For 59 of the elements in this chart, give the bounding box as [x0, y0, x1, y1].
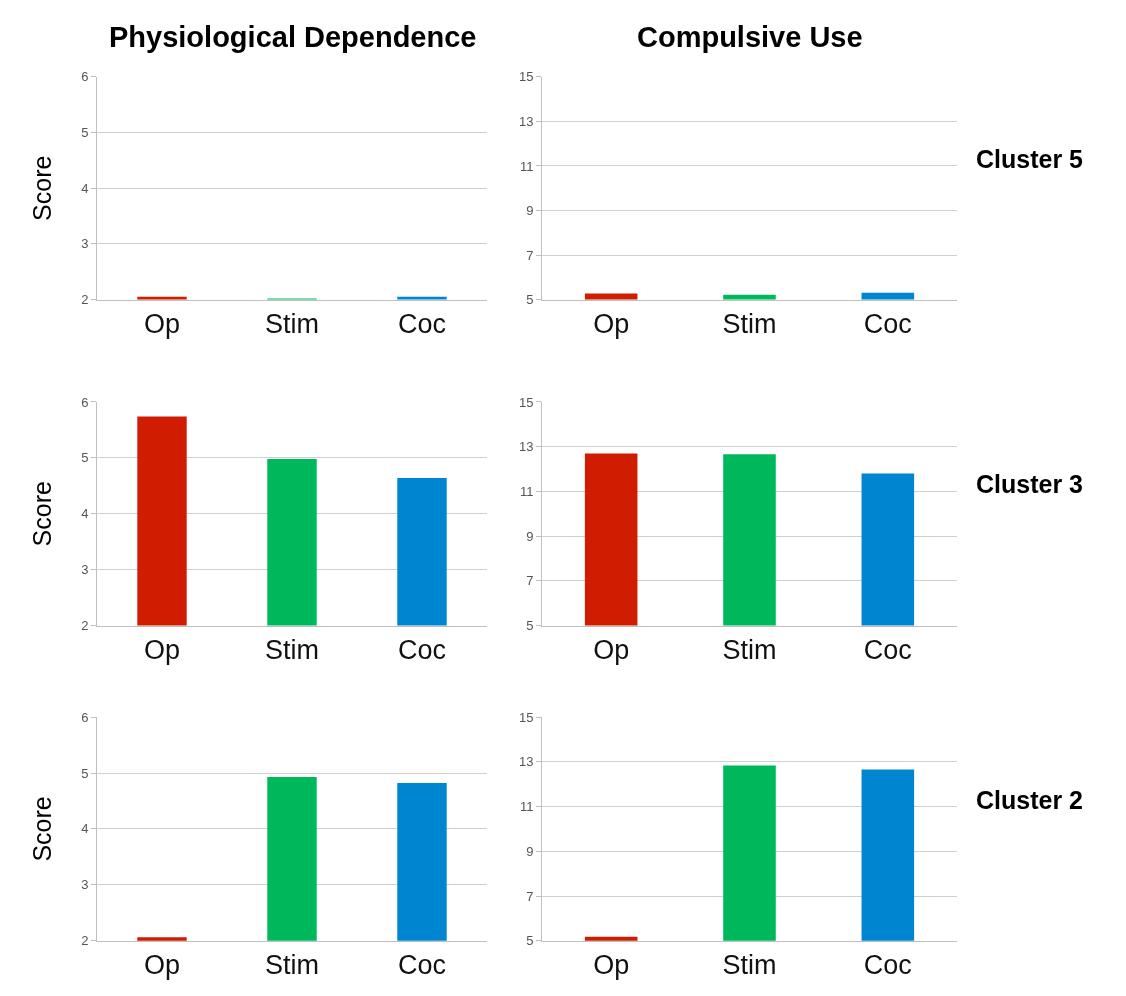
x-tick-label: Stim	[722, 950, 777, 981]
y-tick-label: 9	[526, 528, 534, 544]
y-tick-label: 5	[81, 450, 89, 466]
x-tick-label: Coc	[863, 950, 912, 981]
y-tick-label: 5	[526, 933, 534, 949]
x-tick-label: Op	[593, 308, 630, 339]
x-tick-label: Op	[143, 308, 181, 339]
y-tick-label: 7	[526, 573, 534, 589]
y-tick-label: 11	[519, 483, 534, 499]
chart-title: Compulsive Use	[637, 21, 863, 53]
y-tick-label: 9	[526, 203, 534, 219]
y-tick-label: 6	[81, 69, 89, 85]
y-tick-label: 15	[518, 69, 534, 85]
x-tick-label: Stim	[265, 634, 319, 665]
y-axis-title: Score	[27, 481, 56, 547]
y-tick-label: 7	[526, 888, 534, 904]
x-tick-label: Op	[143, 634, 181, 665]
y-tick-label: 13	[518, 439, 534, 455]
y-axis-title: Score	[27, 796, 56, 862]
y-tick-label: 3	[81, 562, 89, 578]
y-tick-label: 2	[81, 933, 89, 949]
y-tick-label: 6	[81, 709, 89, 725]
y-tick-label: 13	[518, 754, 534, 770]
y-tick-label: 7	[526, 247, 534, 263]
x-tick-label: Stim	[722, 308, 777, 339]
y-tick-label: 11	[519, 158, 534, 174]
y-tick-label: 6	[81, 394, 89, 410]
y-tick-label: 3	[81, 877, 89, 893]
text: Cluster 3	[976, 470, 1083, 498]
y-tick-label: 11	[519, 799, 534, 815]
x-tick-label: Coc	[863, 308, 912, 339]
x-tick-label: Coc	[863, 634, 912, 665]
x-tick-label: Op	[143, 950, 181, 981]
y-tick-label: 2	[81, 292, 89, 308]
x-tick-label: Stim	[265, 950, 319, 981]
x-tick-label: Op	[593, 950, 630, 981]
text: Cluster 2	[976, 786, 1083, 814]
y-tick-label: 5	[81, 765, 89, 781]
y-tick-label: 15	[518, 394, 534, 410]
x-tick-label: Op	[593, 634, 630, 665]
chart-title: Physiological Dependence	[109, 21, 477, 53]
x-tick-label: Coc	[397, 950, 447, 981]
y-tick-label: 2	[81, 618, 89, 634]
x-tick-label: Coc	[397, 308, 447, 339]
y-tick-label: 3	[81, 236, 89, 252]
y-tick-label: 4	[81, 821, 89, 837]
y-tick-label: 4	[81, 180, 89, 196]
text: Cluster 5	[976, 145, 1084, 173]
x-tick-label: Coc	[397, 634, 447, 665]
y-axis-title: Score	[27, 155, 56, 221]
y-tick-label: 13	[518, 114, 534, 129]
y-tick-label: 15	[518, 709, 534, 725]
y-tick-label: 9	[526, 843, 534, 859]
x-tick-label: Stim	[722, 634, 777, 665]
y-tick-label: 5	[526, 618, 534, 634]
y-tick-label: 4	[81, 506, 89, 522]
y-tick-label: 5	[81, 125, 89, 141]
x-tick-label: Stim	[265, 308, 319, 339]
y-tick-label: 5	[526, 292, 534, 308]
